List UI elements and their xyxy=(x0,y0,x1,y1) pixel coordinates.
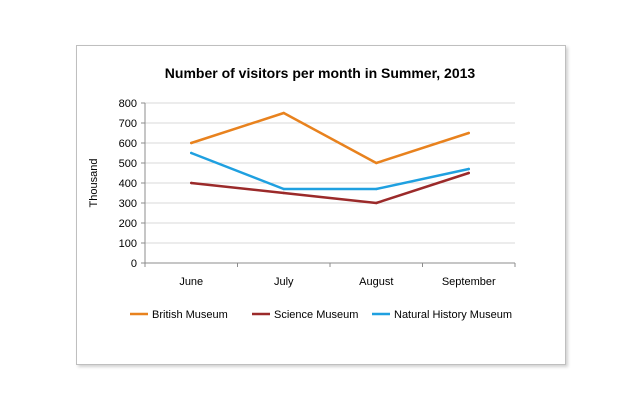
x-tick-labels: June July August September xyxy=(179,276,496,288)
data-point xyxy=(282,191,285,195)
legend-item: Science Museum xyxy=(252,309,358,321)
data-point xyxy=(282,187,285,191)
axes xyxy=(141,102,516,267)
y-tick-labels: 0 100 200 300 400 500 600 700 800 xyxy=(119,98,137,270)
data-point xyxy=(467,171,470,175)
y-tick-label: 700 xyxy=(119,118,137,130)
data-point xyxy=(190,181,193,185)
x-tick-label: July xyxy=(274,276,294,288)
y-tick-label: 500 xyxy=(119,158,137,170)
y-tick-label: 600 xyxy=(119,138,137,150)
y-tick-label: 800 xyxy=(119,98,137,110)
chart-title: Number of visitors per month in Summer, … xyxy=(165,65,476,81)
legend: British Museum Science Museum Natural Hist… xyxy=(130,309,512,321)
series-lines xyxy=(190,111,470,205)
legend-label: Natural History Museum xyxy=(394,309,512,321)
legend-label: Science Museum xyxy=(274,309,358,321)
y-tick-label: 0 xyxy=(131,258,137,270)
y-tick-label: 300 xyxy=(119,198,137,210)
data-point xyxy=(467,167,470,171)
legend-item: Natural History Museum xyxy=(372,309,512,321)
data-point xyxy=(282,111,285,115)
legend-item: British Museum xyxy=(130,309,228,321)
x-tick-label: June xyxy=(179,276,203,288)
x-tick-label: September xyxy=(442,276,496,288)
y-tick-label: 100 xyxy=(119,238,137,250)
series-line-2 xyxy=(190,151,470,191)
y-tick-label: 400 xyxy=(119,178,137,190)
data-point xyxy=(375,201,378,205)
data-point xyxy=(190,151,193,155)
data-point xyxy=(375,187,378,191)
gridlines xyxy=(145,102,515,244)
y-axis-label: Thousand xyxy=(88,159,100,208)
series-line-0 xyxy=(190,111,470,165)
data-point xyxy=(375,161,378,165)
x-tick-label: August xyxy=(359,276,393,288)
data-point xyxy=(190,141,193,145)
series-line-1 xyxy=(190,171,470,205)
legend-label: British Museum xyxy=(152,309,228,321)
y-tick-label: 200 xyxy=(119,218,137,230)
data-point xyxy=(467,131,470,135)
chart-frame xyxy=(76,45,566,365)
